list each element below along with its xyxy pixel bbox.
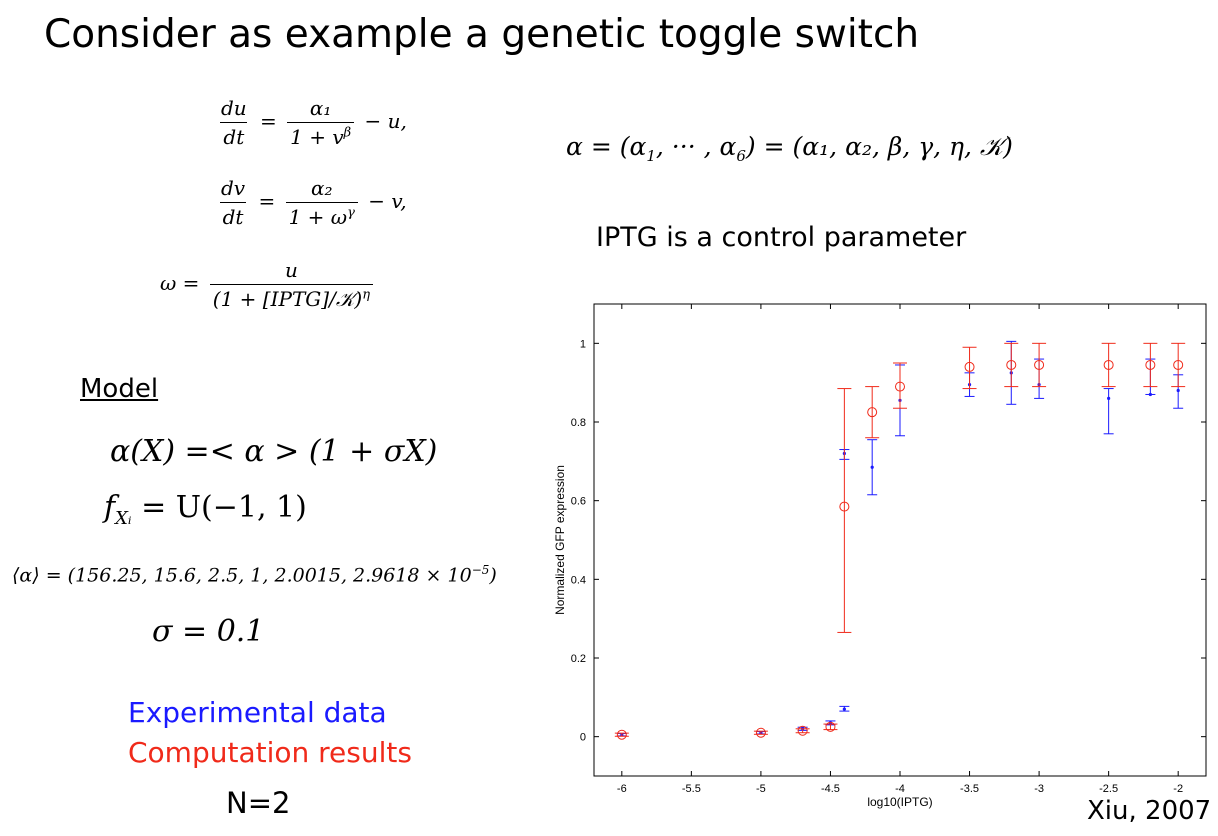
experimental-point xyxy=(1176,388,1180,393)
omega-denominator: (1 + [IPTG]/𝒦)η xyxy=(209,284,373,311)
parameter-vector: α = (α1, ··· , α6) = (α₁, α₂, β, γ, η, 𝒦… xyxy=(566,132,1013,165)
computation-point xyxy=(825,721,836,732)
omega-lhs: ω = xyxy=(160,271,200,295)
model-sigma: σ = 0.1 xyxy=(152,614,265,649)
computation-point xyxy=(1034,359,1045,370)
x-tick-label: -6 xyxy=(617,783,627,795)
equals-sign: = xyxy=(258,189,276,213)
slide-title: Consider as example a genetic toggle swi… xyxy=(44,12,920,57)
x-tick-label: -3.5 xyxy=(960,783,979,795)
x-tick-label: -2.5 xyxy=(1099,783,1118,795)
y-tick-label: 0 xyxy=(580,732,586,744)
dt-denominator: dt xyxy=(220,122,248,149)
y-tick-label: 0.6 xyxy=(571,496,586,508)
computation-point xyxy=(1173,359,1184,370)
computation-point xyxy=(797,725,808,736)
y-axis-label: Normalized GFP expression xyxy=(553,465,567,615)
computation-point xyxy=(964,361,975,372)
computation-point xyxy=(616,729,627,740)
dv-numerator: dv xyxy=(221,176,246,200)
experimental-point xyxy=(1107,396,1111,400)
x-tick-label: -5.5 xyxy=(682,783,701,795)
model-heading: Model xyxy=(80,374,159,404)
citation: Xiu, 2007 xyxy=(1087,796,1212,826)
du-numerator: du xyxy=(221,96,247,120)
omega-numerator: u xyxy=(284,258,298,282)
y-tick-label: 1 xyxy=(580,338,586,350)
computation-point xyxy=(839,501,850,512)
x-tick-label: -2 xyxy=(1173,783,1183,795)
x-tick-label: -4 xyxy=(895,783,905,795)
omega-fraction: u (1 + [IPTG]/𝒦)η xyxy=(209,258,373,311)
experimental-point xyxy=(870,465,874,469)
computation-point xyxy=(755,727,766,738)
du-tail: − u, xyxy=(364,109,407,133)
x-tick-label: -4.5 xyxy=(821,783,840,795)
legend-experimental: Experimental data xyxy=(128,696,387,729)
x-axis-label: log10(IPTG) xyxy=(867,795,932,809)
x-tick-label: -5 xyxy=(756,783,766,795)
legend-computation: Computation results xyxy=(128,736,412,769)
alpha2-numerator: α₂ xyxy=(310,176,333,200)
alpha1-numerator: α₁ xyxy=(309,96,332,120)
equals-sign: = xyxy=(260,109,277,133)
experimental-point xyxy=(1148,392,1152,397)
model-equation-alpha: α(X) =< α > (1 + σX) xyxy=(110,434,438,469)
alpha1-denominator: 1 + vβ xyxy=(287,122,355,149)
experimental-point xyxy=(842,707,846,711)
equation-du-dt: du dt = α₁ 1 + vβ − u, xyxy=(214,96,407,149)
alpha1-fraction: α₁ 1 + vβ xyxy=(287,96,355,149)
y-tick-label: 0.2 xyxy=(571,653,586,665)
computation-point xyxy=(1103,359,1114,370)
computation-point xyxy=(867,407,878,418)
computation-point xyxy=(895,381,905,392)
control-parameter-text: IPTG is a control parameter xyxy=(596,222,967,253)
y-tick-label: 0.4 xyxy=(571,574,586,586)
equation-dv-dt: dv dt = α₂ 1 + ωγ − v, xyxy=(214,176,407,229)
gfp-expression-chart: -6 -5.5 -5 -4.5 -4 -3.5 -3 -2.5 -2 0 0.2 0.4 0.6 0.8 1… xyxy=(553,303,1207,809)
alpha2-fraction: α₂ 1 + ωγ xyxy=(285,176,358,229)
alpha2-denominator: 1 + ωγ xyxy=(285,202,358,229)
computation-point xyxy=(1006,359,1017,370)
model-mean-parameters: ⟨α⟩ = (156.25, 15.6, 2.5, 1, 2.0015, 2.9… xyxy=(12,563,497,587)
dv-tail: − v, xyxy=(368,189,407,213)
dv-denominator: dt xyxy=(219,202,247,229)
sample-count-label: N=2 xyxy=(226,786,291,820)
y-tick-label: 0.8 xyxy=(571,417,586,429)
equation-omega: ω = u (1 + [IPTG]/𝒦)η xyxy=(160,258,377,311)
du-dt-fraction: du dt xyxy=(218,96,250,149)
x-tick-label: -3 xyxy=(1034,783,1044,795)
computation-point xyxy=(1145,359,1156,370)
dv-dt-fraction: dv dt xyxy=(218,176,248,229)
model-equation-distribution: fXᵢ = U(−1, 1) xyxy=(104,490,307,529)
